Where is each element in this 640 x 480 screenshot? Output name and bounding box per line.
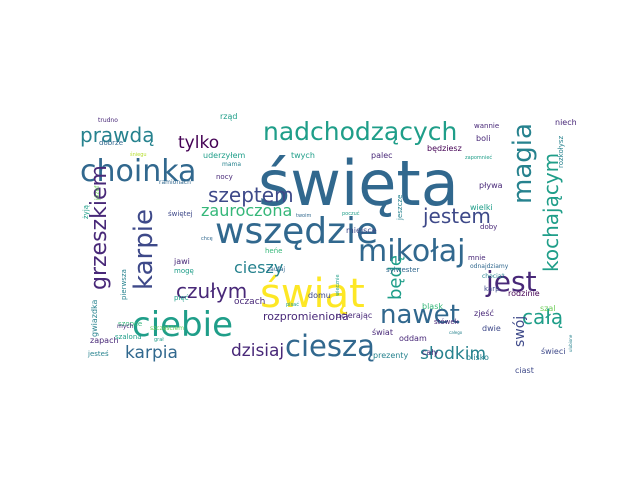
word-wielki: wielki	[470, 203, 493, 212]
word-poczuc: poczuć	[342, 210, 360, 217]
word-swieci: świeci	[541, 346, 565, 356]
word-caly: cały	[422, 348, 439, 357]
word-nawet: nawet	[380, 300, 460, 330]
word-pisac: pisać	[286, 301, 299, 308]
word-twych: twych	[291, 151, 315, 160]
word-pierwsza: pierwsza	[120, 269, 128, 300]
word-odnajdziamy: odnajdziamy	[470, 263, 509, 270]
word-jawi: jawi	[173, 257, 190, 266]
word-rozpromieniona: rozpromieniona	[263, 310, 349, 323]
word-gral: grał	[154, 337, 164, 343]
word-kochajacym: kochającym	[539, 153, 563, 272]
word-miejsce: miejsce	[346, 226, 377, 235]
word-ulubione: ulubione	[568, 334, 573, 352]
word-karp: karp	[484, 285, 500, 293]
word-blisko: blisko	[466, 353, 489, 362]
word-ramionach: ramionach	[159, 179, 191, 186]
word-mikolaj: mikołaj	[358, 234, 465, 269]
word-twoim: twoim	[296, 213, 311, 219]
word-uderzylem: uderzyłem	[203, 151, 245, 160]
word-grzeszkiem: grzeszkiem	[87, 165, 112, 290]
word-calego: całego	[449, 330, 463, 335]
word-slodkim: słodkim	[420, 344, 486, 364]
word-szeptem: szeptem	[208, 183, 294, 207]
word-dobrze: dobrze	[99, 139, 123, 147]
word-chociaz: chociaż	[482, 273, 505, 280]
word-plywa: pływa	[479, 181, 503, 190]
word-tylko: tylko	[178, 133, 219, 153]
word-szczesciem: szczęściem	[150, 325, 184, 332]
word-piec: pięć	[174, 294, 189, 302]
word-trudno: trudno	[98, 117, 118, 124]
word-swiat: świąt	[260, 271, 365, 317]
word-jeszcze: jeszcze	[396, 195, 404, 221]
word-swietej: świętej	[168, 210, 193, 218]
word-szopce: szopce	[118, 320, 142, 328]
word-szal: szal	[540, 304, 556, 313]
word-dzisiaj: dzisiaj	[231, 341, 284, 361]
word-wannie: wannie	[474, 122, 499, 130]
word-rzad: rząd	[220, 112, 237, 121]
word-magia: magia	[508, 123, 538, 204]
word-nadchodzacych: nadchodzących	[263, 117, 457, 146]
word-mnie: mnie	[468, 254, 486, 262]
word-zaufaj: zaufaj	[267, 266, 285, 273]
word-stowek: stówek	[434, 318, 460, 326]
word-niech: niech	[555, 118, 577, 127]
word-ucierajac: ucierając	[336, 311, 372, 320]
word-blask: blask	[422, 302, 443, 311]
word-hene: heńe	[265, 247, 283, 255]
word-chce: chcę	[201, 236, 213, 242]
word-zjesc: zjeść	[474, 308, 494, 318]
word-jestes: jesteś	[87, 350, 109, 358]
word-palec: palec	[371, 151, 393, 160]
word-prezenty: prezenty	[373, 351, 408, 360]
word-swoj: swój	[512, 316, 528, 347]
word-karpie: karpie	[129, 209, 159, 290]
word-rodzinie: rodzinie	[508, 289, 540, 298]
word-zyja: żyją	[82, 205, 90, 219]
word-sniegu: śniegu	[130, 151, 147, 158]
word-swieta: święta	[258, 147, 459, 220]
word-choinka: choinka	[80, 154, 196, 189]
word-dwie: dwie	[482, 324, 501, 333]
word-moge: mogę	[174, 267, 194, 275]
word-doby: doby	[480, 223, 497, 231]
word-ciebie: ciebie	[132, 305, 233, 345]
word-jestem: jestem	[422, 204, 491, 228]
word-sylwester: sylwester	[386, 266, 419, 274]
word-swiat: świat	[372, 327, 393, 337]
word-rozkolysz: rozkołysz	[557, 135, 565, 168]
word-oddam: oddam	[399, 334, 427, 343]
word-domu: domu	[308, 291, 331, 300]
word-wszedzie: wszędzie	[215, 211, 378, 252]
word-zauroczona: zauroczona	[201, 201, 292, 220]
word-ciesza: cieszą	[285, 329, 375, 363]
word-prawda: prawdą	[80, 123, 154, 147]
word-szalona: szalona	[115, 333, 142, 341]
word-czulym: czułym	[176, 279, 247, 303]
word-karpia: karpia	[125, 343, 178, 363]
word-wiecznie: wiecznie	[335, 274, 341, 296]
word-mama: mama	[222, 161, 241, 168]
word-bedziesz: będziesz	[427, 144, 462, 153]
word-ciast: ciast	[515, 366, 534, 375]
word-jest: jest	[485, 265, 537, 298]
word-boli: boli	[476, 134, 490, 143]
word-cieszy: cieszy	[234, 258, 283, 277]
word-bede: będę	[385, 255, 406, 300]
word-mych: mych	[117, 323, 134, 330]
word-jozef: józef	[94, 185, 101, 201]
word-nocy: nocy	[216, 173, 233, 181]
word-oczach: oczach	[234, 297, 265, 307]
word-gwiazdka: gwiazdka	[90, 299, 99, 337]
word-cala: całą	[522, 305, 563, 329]
word-zapomniec: zapomnieć	[465, 154, 492, 161]
word-zapach: zapach	[90, 336, 119, 345]
